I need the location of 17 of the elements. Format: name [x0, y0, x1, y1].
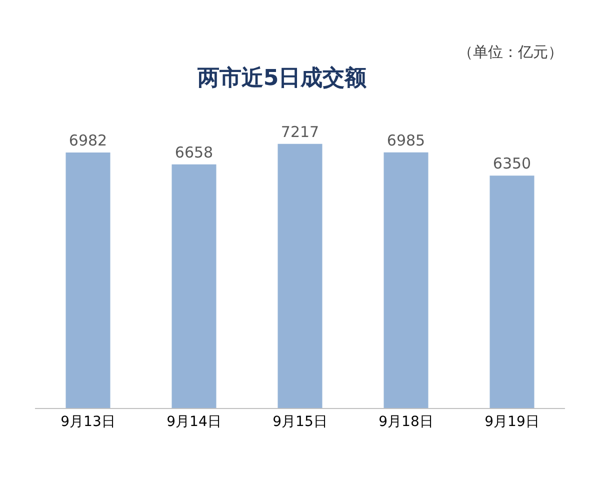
x-tick-label: 9月13日	[60, 414, 116, 430]
text: （单位：亿元）	[458, 43, 563, 61]
data-label: 7217	[280, 122, 320, 141]
x-tick-label: 9月15日	[272, 414, 328, 430]
chart-title: 两市近5日成交额	[196, 64, 368, 91]
data-label: 6350	[492, 154, 532, 173]
bar	[66, 152, 110, 408]
x-tick-label: 9月14日	[166, 414, 222, 430]
bar	[172, 164, 216, 408]
data-label: 6982	[68, 132, 108, 150]
bar	[278, 144, 322, 408]
data-label: 6658	[174, 143, 214, 162]
data-label: 6985	[386, 131, 426, 150]
bar	[384, 152, 428, 408]
bar	[490, 176, 534, 408]
x-tick-label: 9月18日	[378, 414, 434, 430]
x-tick-label: 9月19日	[484, 414, 540, 430]
